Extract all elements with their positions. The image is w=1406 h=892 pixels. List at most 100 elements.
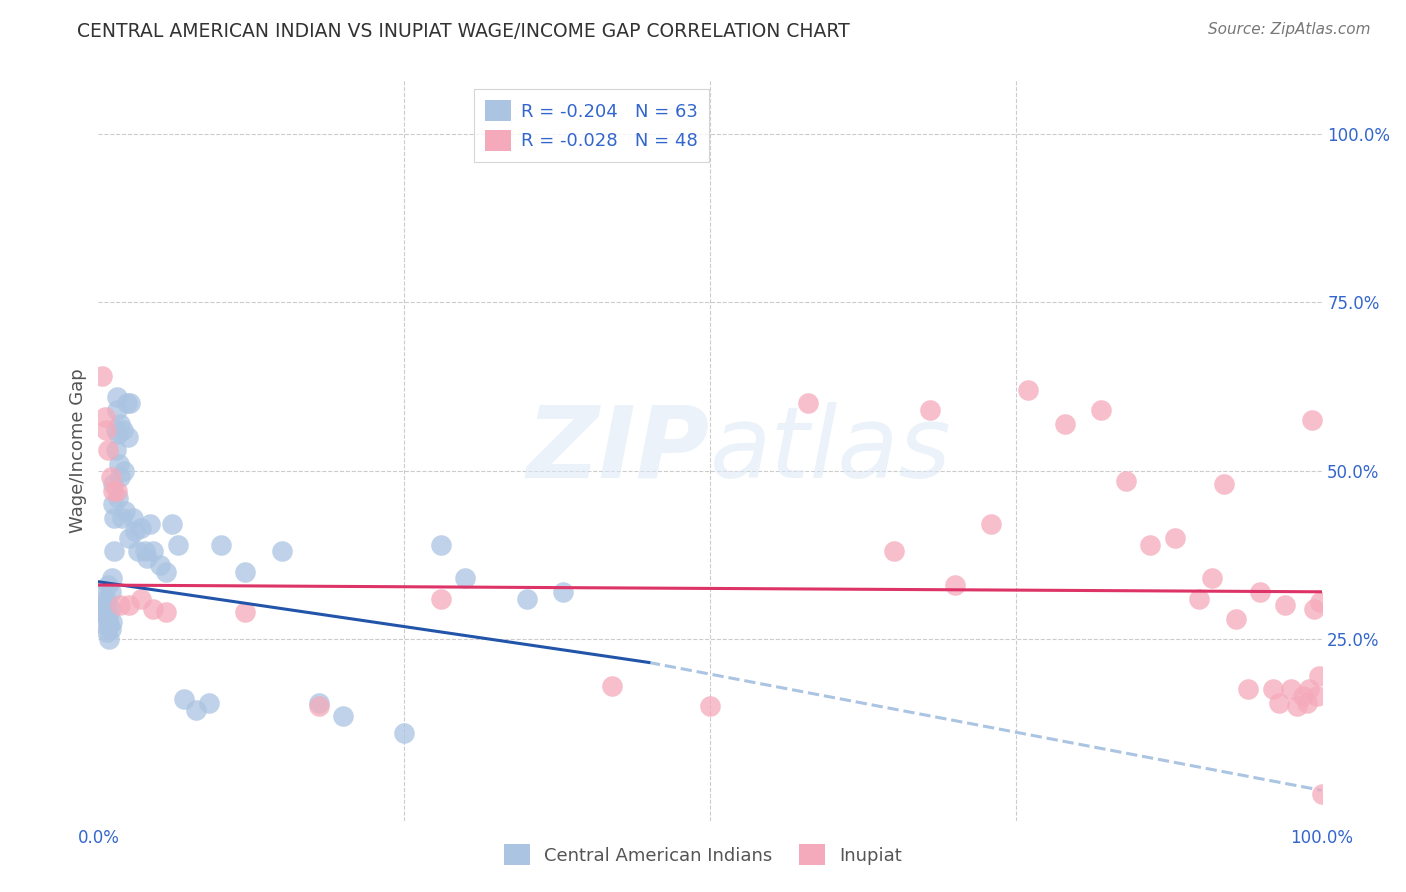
Point <box>98 618 121 632</box>
Point <box>93 599 115 613</box>
Point <box>101 497 124 511</box>
Point <box>160 517 183 532</box>
Legend: R = -0.204   N = 63, R = -0.028   N = 48: R = -0.204 N = 63, R = -0.028 N = 48 <box>474 89 709 161</box>
Point <box>110 417 132 431</box>
Point <box>1292 689 1315 703</box>
Point <box>1090 403 1112 417</box>
Point <box>91 588 114 602</box>
Point <box>1225 612 1247 626</box>
Point <box>1268 696 1291 710</box>
Point <box>96 601 118 615</box>
Point <box>392 726 416 740</box>
Point <box>101 571 124 585</box>
Point <box>118 531 141 545</box>
Point <box>1115 474 1137 488</box>
Point <box>101 615 124 629</box>
Point <box>134 544 156 558</box>
Point <box>117 430 139 444</box>
Point <box>308 699 330 714</box>
Point <box>127 544 149 558</box>
Text: ZIP: ZIP <box>527 402 710 499</box>
Point <box>233 565 256 579</box>
Point <box>1053 417 1076 431</box>
Point <box>1164 531 1187 545</box>
Point <box>553 584 575 599</box>
Point <box>155 605 177 619</box>
Point <box>1274 599 1296 613</box>
Point <box>1301 413 1323 427</box>
Point <box>1139 538 1161 552</box>
Point <box>101 483 124 498</box>
Point <box>308 696 330 710</box>
Point <box>120 396 142 410</box>
Point <box>270 544 294 558</box>
Point <box>97 443 120 458</box>
Point <box>103 510 125 524</box>
Point <box>1201 571 1223 585</box>
Point <box>129 591 152 606</box>
Point <box>797 396 820 410</box>
Point <box>980 517 1002 532</box>
Point <box>93 409 115 424</box>
Point <box>1309 595 1331 609</box>
Point <box>96 625 118 640</box>
Point <box>112 464 135 478</box>
Point <box>100 601 122 615</box>
Point <box>94 423 117 437</box>
Point <box>104 443 127 458</box>
Point <box>1261 682 1284 697</box>
Point <box>110 470 132 484</box>
Point <box>1279 682 1302 697</box>
Text: Source: ZipAtlas.com: Source: ZipAtlas.com <box>1208 22 1371 37</box>
Point <box>209 538 232 552</box>
Point <box>332 709 354 723</box>
Point <box>101 477 124 491</box>
Point <box>107 491 129 505</box>
Point <box>93 618 115 632</box>
Point <box>98 632 121 646</box>
Point <box>129 521 152 535</box>
Text: CENTRAL AMERICAN INDIAN VS INUPIAT WAGE/INCOME GAP CORRELATION CHART: CENTRAL AMERICAN INDIAN VS INUPIAT WAGE/… <box>77 22 851 41</box>
Point <box>1310 787 1333 801</box>
Point <box>110 599 132 613</box>
Point <box>111 510 134 524</box>
Point <box>167 538 190 552</box>
Point <box>94 591 117 606</box>
Point <box>197 696 219 710</box>
Point <box>699 699 721 714</box>
Point <box>118 599 141 613</box>
Text: atlas: atlas <box>710 402 952 499</box>
Point <box>104 423 127 437</box>
Point <box>149 558 172 572</box>
Point <box>1237 682 1260 697</box>
Point <box>1306 689 1329 703</box>
Point <box>155 565 177 579</box>
Point <box>173 692 195 706</box>
Point <box>100 622 122 636</box>
Point <box>454 571 477 585</box>
Point <box>233 605 256 619</box>
Point <box>1298 682 1320 697</box>
Point <box>103 544 125 558</box>
Point <box>108 457 131 471</box>
Point <box>139 517 162 532</box>
Point <box>186 703 208 717</box>
Point <box>1308 669 1330 683</box>
Point <box>1188 591 1211 606</box>
Point <box>136 551 159 566</box>
Point <box>430 591 453 606</box>
Point <box>97 612 120 626</box>
Point <box>943 578 966 592</box>
Point <box>100 584 122 599</box>
Point <box>97 578 120 592</box>
Point <box>94 608 117 623</box>
Point <box>91 369 114 384</box>
Point <box>142 544 165 558</box>
Point <box>100 470 122 484</box>
Point <box>1286 699 1309 714</box>
Point <box>1212 477 1234 491</box>
Point <box>115 396 138 410</box>
Point <box>105 403 128 417</box>
Point <box>920 403 942 417</box>
Point <box>600 679 623 693</box>
